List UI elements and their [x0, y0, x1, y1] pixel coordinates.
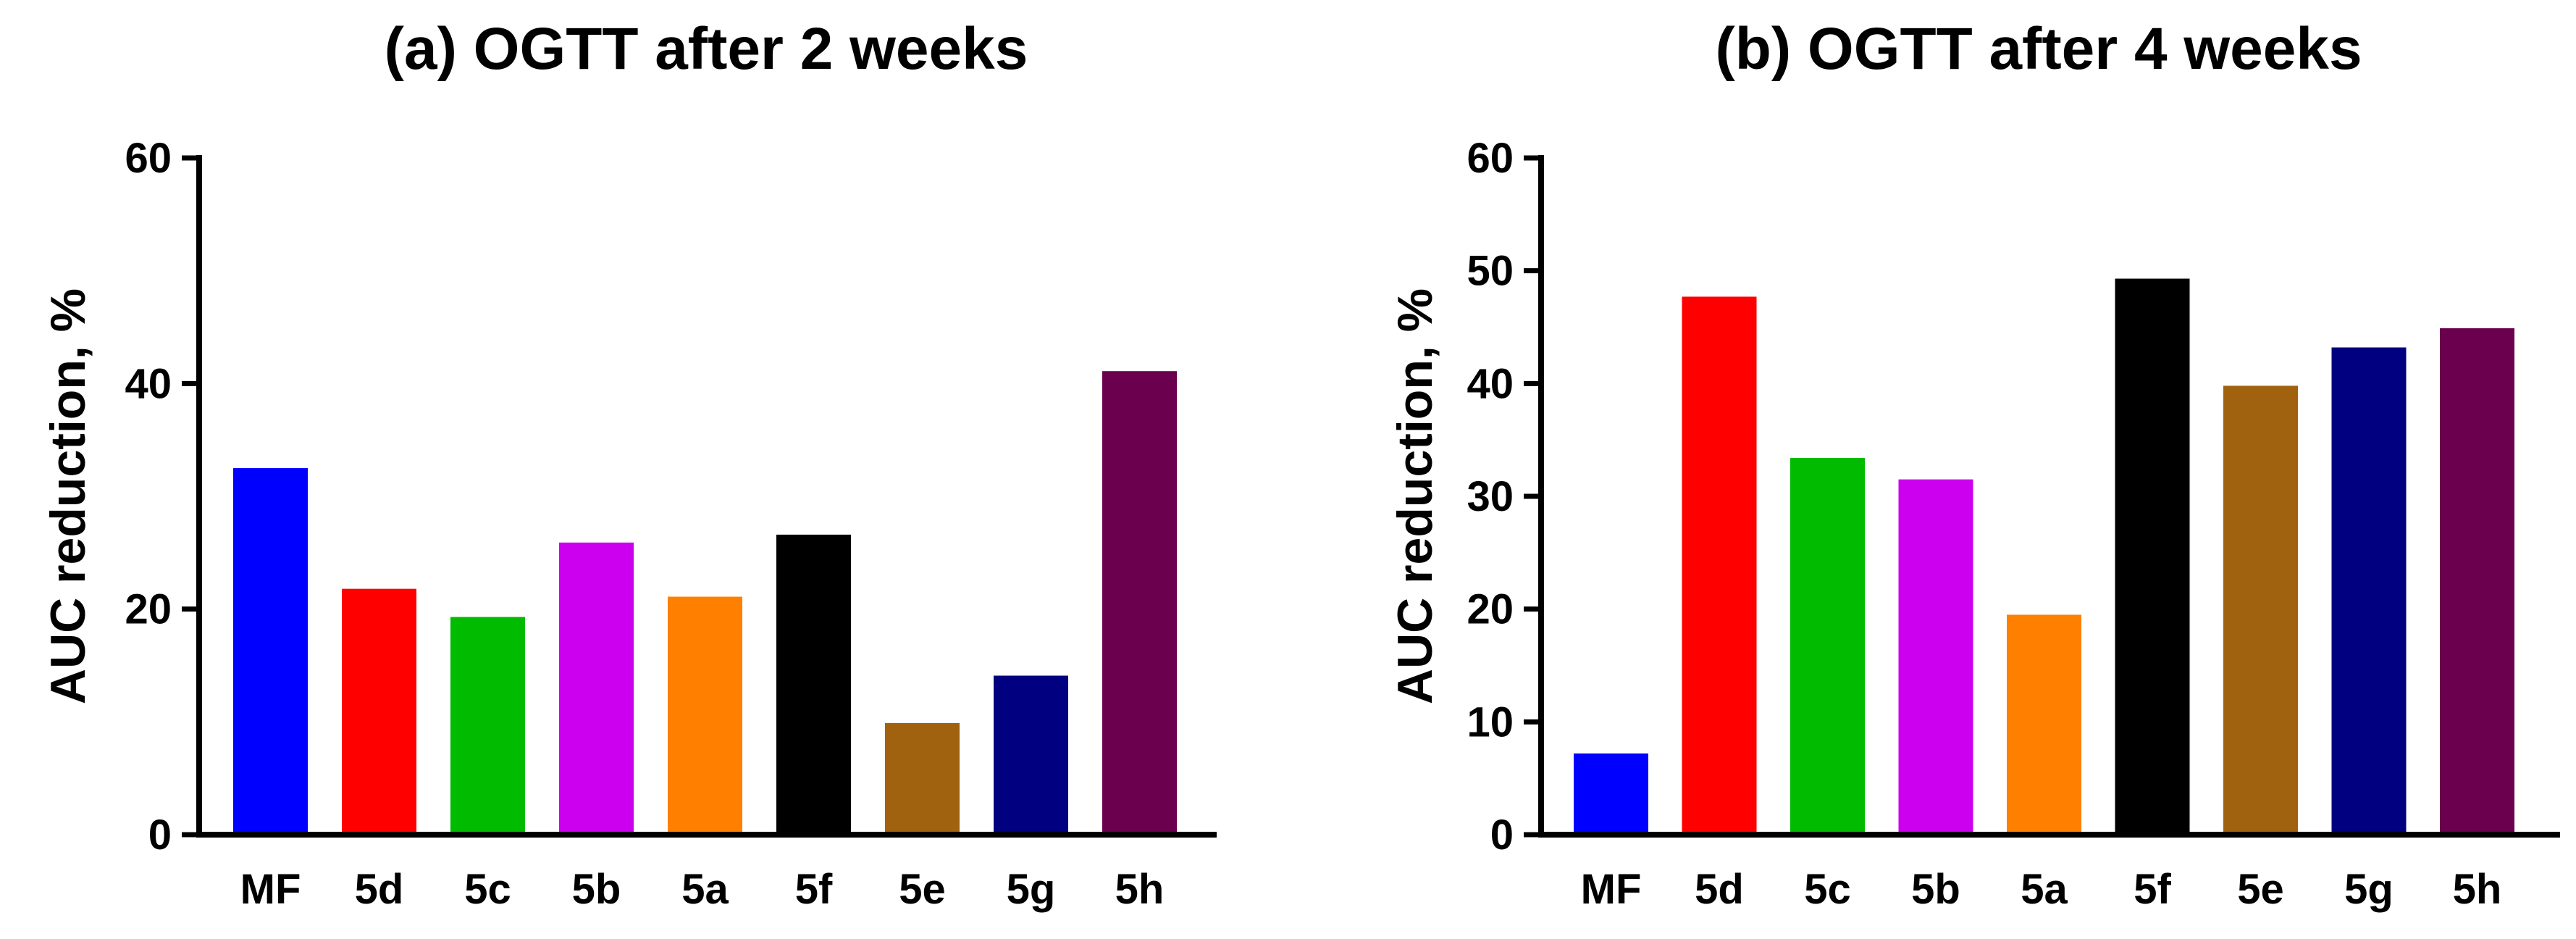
- x-tick-label: 5b: [572, 866, 621, 913]
- y-tick-label: 40: [125, 360, 172, 407]
- bar-5d: [1682, 296, 1757, 835]
- x-tick-label: 5e: [899, 866, 946, 913]
- y-tick-label: 60: [125, 135, 172, 182]
- x-tick-label: 5c: [1804, 866, 1851, 913]
- y-tick-label: 30: [1467, 473, 1514, 520]
- x-tick-label: 5b: [1911, 866, 1960, 913]
- x-tick-label: 5h: [1115, 866, 1165, 913]
- y-axis-label: AUC reduction, %: [41, 288, 96, 704]
- y-tick-label: 60: [1467, 135, 1514, 182]
- x-tick-label: 5e: [2237, 866, 2284, 913]
- chart-title: (b) OGTT after 4 weeks: [1715, 16, 2362, 82]
- y-tick-label: 40: [1467, 360, 1514, 407]
- bar-5h: [2440, 328, 2514, 835]
- x-tick-label: 5h: [2453, 866, 2502, 913]
- x-tick-label: 5c: [464, 866, 511, 913]
- bar-5g: [2331, 347, 2407, 835]
- bar-5d: [342, 588, 416, 835]
- x-tick-label: 5g: [1007, 866, 1056, 913]
- x-tick-label: 5d: [355, 866, 404, 913]
- bar-5e: [2223, 385, 2298, 835]
- x-tick-label: 5f: [795, 866, 833, 913]
- bar-5c: [450, 617, 525, 835]
- bar-5b: [559, 542, 634, 835]
- bar-5c: [1790, 458, 1865, 835]
- x-tick-label: 5g: [2344, 866, 2394, 913]
- bar-5b: [1898, 479, 1973, 835]
- bar-5f: [776, 534, 851, 835]
- bar-5e: [885, 722, 960, 835]
- x-tick-label: 5a: [681, 866, 729, 913]
- bar-5a: [668, 596, 742, 835]
- chart-a: (a) OGTT after 2 weeks AUC reduction, % MF…: [41, 16, 1217, 913]
- y-tick-label: 20: [1467, 586, 1514, 633]
- y-tick-label: 50: [1467, 248, 1514, 295]
- chart-title: (a) OGTT after 2 weeks: [385, 16, 1028, 82]
- bar-5a: [2007, 614, 2081, 835]
- bar-5h: [1102, 371, 1177, 835]
- bar-mf: [1574, 753, 1648, 835]
- x-tick-label: MF: [240, 866, 301, 913]
- chart-b: (b) OGTT after 4 weeks AUC reduction, % MF…: [1388, 16, 2560, 913]
- y-tick-label: 0: [1490, 811, 1514, 859]
- bar-5g: [994, 675, 1068, 835]
- bar-mf: [233, 468, 308, 835]
- y-tick-label: 0: [148, 811, 172, 859]
- y-tick-label: 10: [1467, 698, 1514, 746]
- x-tick-label: MF: [1581, 866, 1642, 913]
- bar-5f: [2115, 278, 2190, 835]
- y-axis-label: AUC reduction, %: [1388, 288, 1443, 704]
- y-tick-label: 20: [125, 586, 172, 633]
- x-tick-label: 5f: [2134, 866, 2171, 913]
- x-tick-label: 5a: [2021, 866, 2068, 913]
- x-tick-label: 5d: [1695, 866, 1744, 913]
